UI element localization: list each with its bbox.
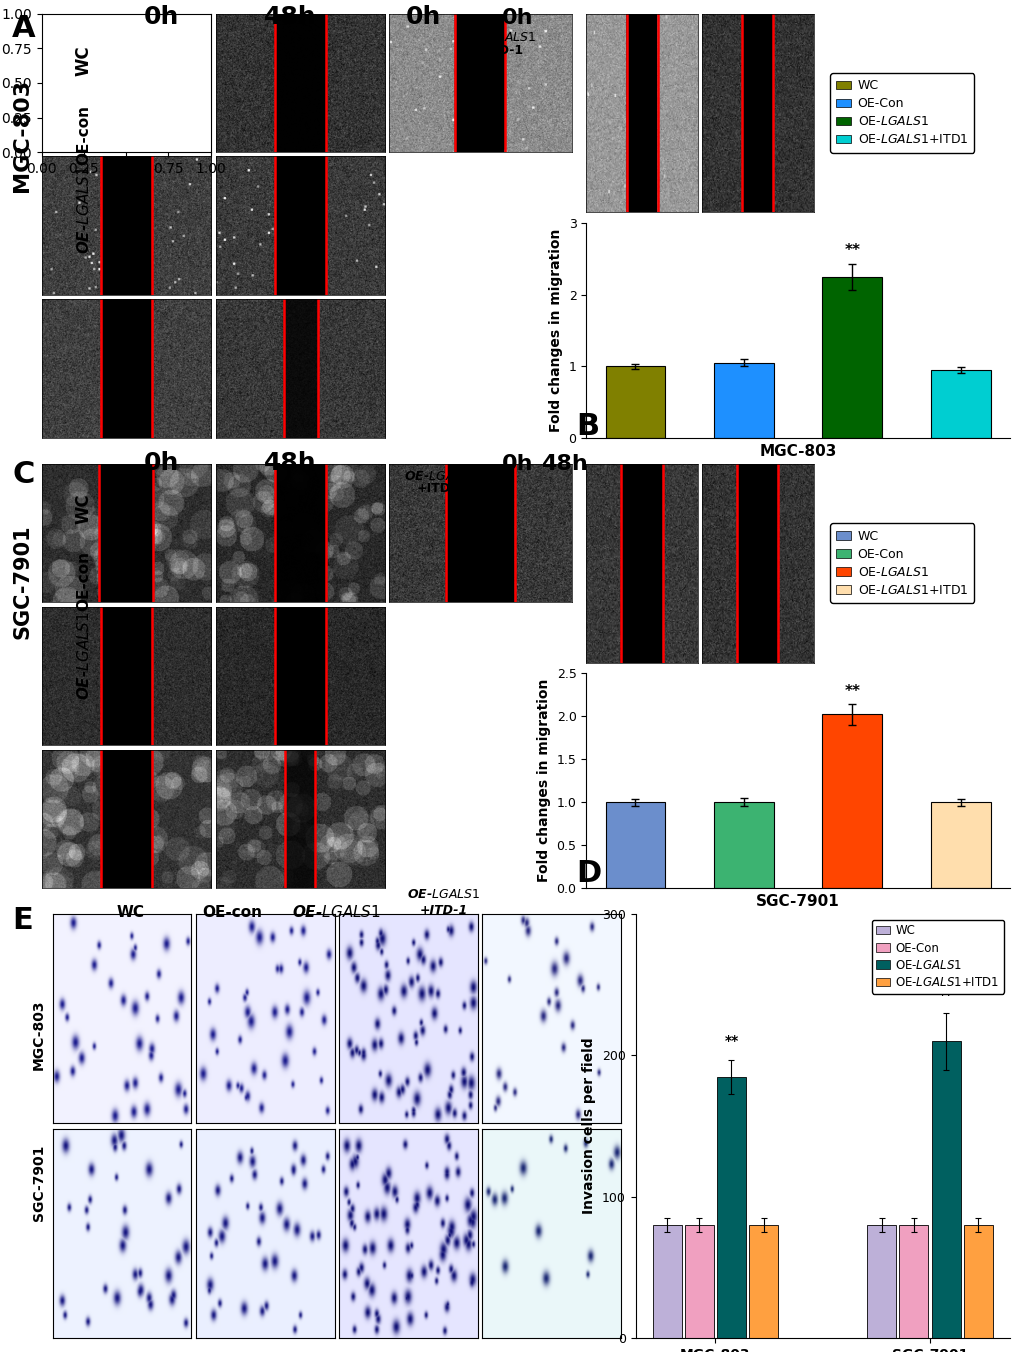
Bar: [899, 1225, 927, 1338]
Text: **: **: [844, 243, 859, 258]
Text: MGC-803: MGC-803: [12, 78, 33, 192]
Text: WC: WC: [116, 904, 145, 919]
Text: B: B: [576, 412, 599, 441]
Y-axis label: Fold changes in migration: Fold changes in migration: [537, 679, 550, 883]
Text: **: **: [844, 684, 859, 699]
Text: D: D: [576, 859, 601, 887]
Text: SGC-7901: SGC-7901: [12, 525, 33, 638]
Text: +ITD-1: +ITD-1: [475, 45, 524, 57]
Text: OE-$LGALS1$: OE-$LGALS1$: [291, 903, 381, 919]
Bar: [605, 366, 664, 438]
X-axis label: SGC-7901: SGC-7901: [755, 894, 839, 909]
Text: OE-$LGALS1$: OE-$LGALS1$: [463, 31, 536, 43]
Text: 0h: 0h: [406, 5, 440, 30]
Bar: [605, 802, 664, 888]
Text: +ITD-1: +ITD-1: [416, 483, 465, 495]
Text: 48h: 48h: [264, 452, 317, 476]
Bar: [930, 370, 989, 438]
Text: 48h: 48h: [264, 5, 317, 30]
Bar: [713, 362, 772, 438]
Bar: [963, 1225, 991, 1338]
Bar: [684, 1225, 713, 1338]
Bar: [713, 802, 772, 888]
X-axis label: MGC-803: MGC-803: [758, 443, 836, 458]
Y-axis label: Invasion cells per field: Invasion cells per field: [582, 1038, 596, 1214]
Text: OE-$LGALS1$: OE-$LGALS1$: [404, 470, 477, 483]
Text: **: **: [938, 987, 953, 1002]
Legend: WC, OE-Con, OE-$LGALS1$, OE-$LGALS1$+ITD1: WC, OE-Con, OE-$LGALS1$, OE-$LGALS1$+ITD…: [829, 73, 973, 153]
Text: 0h: 0h: [501, 454, 532, 475]
Text: C: C: [12, 460, 35, 488]
Text: WC: WC: [74, 46, 93, 76]
Text: E: E: [12, 906, 33, 934]
Text: OE-con: OE-con: [76, 105, 91, 165]
Legend: WC, OE-Con, OE-$LGALS1$, OE-$LGALS1$+ITD1: WC, OE-Con, OE-$LGALS1$, OE-$LGALS1$+ITD…: [870, 919, 1003, 994]
Bar: [930, 1041, 960, 1338]
Bar: [930, 802, 989, 888]
Text: MGC-803: MGC-803: [32, 999, 46, 1069]
Text: OE-con: OE-con: [203, 904, 262, 919]
Bar: [716, 1076, 745, 1338]
Bar: [748, 1225, 777, 1338]
Text: SGC-7901: SGC-7901: [32, 1145, 46, 1221]
Text: OE-con: OE-con: [76, 552, 91, 611]
Bar: [866, 1225, 896, 1338]
Text: 0h: 0h: [144, 452, 178, 476]
Text: OE-$LGALS1$
+ITD-1: OE-$LGALS1$ +ITD-1: [407, 888, 480, 917]
Bar: [652, 1225, 681, 1338]
Text: OE-$LGALS1$: OE-$LGALS1$: [75, 165, 92, 254]
Text: **: **: [723, 1034, 738, 1048]
Bar: [821, 277, 881, 438]
Bar: [821, 714, 881, 888]
Text: 0h: 0h: [501, 8, 532, 28]
Text: A: A: [12, 14, 36, 42]
Text: WC: WC: [74, 493, 93, 523]
Y-axis label: Fold changes in migration: Fold changes in migration: [548, 228, 562, 433]
Text: OE-$LGALS1$: OE-$LGALS1$: [75, 611, 92, 700]
Text: 48h: 48h: [540, 454, 587, 475]
Text: 0h: 0h: [144, 5, 178, 30]
Legend: WC, OE-Con, OE-$LGALS1$, OE-$LGALS1$+ITD1: WC, OE-Con, OE-$LGALS1$, OE-$LGALS1$+ITD…: [829, 523, 973, 603]
